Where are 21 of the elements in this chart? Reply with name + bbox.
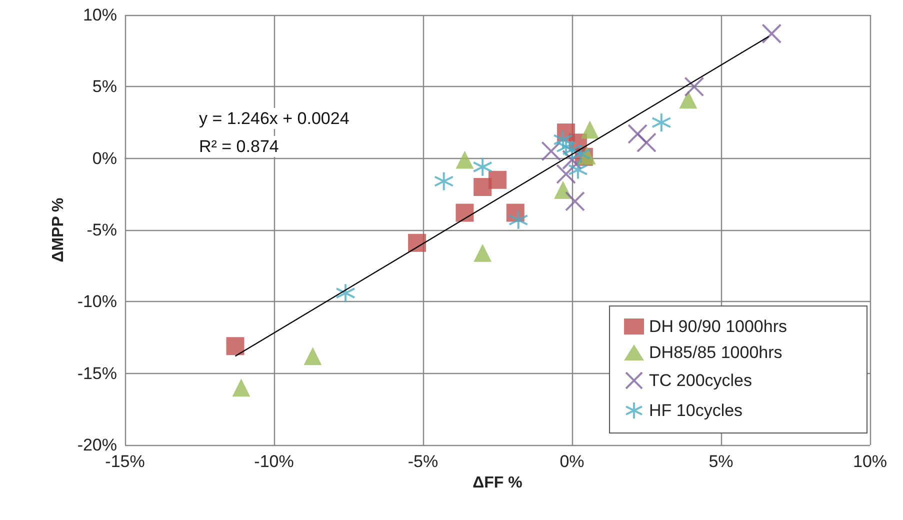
legend-label: HF 10cycles: [649, 401, 743, 420]
y-axis-title: ΔMPP %: [50, 198, 67, 262]
y-tick-label: 0%: [92, 148, 117, 168]
legend-label: TC 200cycles: [649, 371, 752, 390]
legend-label: DH85/85 1000hrs: [649, 343, 782, 362]
y-tick-label: 10%: [82, 6, 117, 24]
x-axis-title: ΔFF %: [472, 474, 522, 492]
annotation: R² = 0.874: [199, 137, 279, 156]
y-tick-label: -5%: [86, 220, 117, 240]
x-tick-label: -10%: [254, 452, 294, 471]
annotation: y = 1.246x + 0.0024: [199, 109, 350, 128]
x-tick-label: -15%: [105, 452, 145, 471]
y-tick-label: 5%: [92, 77, 117, 96]
y-tick-label: -10%: [77, 292, 117, 312]
y-tick-label: -20%: [77, 436, 117, 454]
x-tick-label: 5%: [708, 452, 734, 471]
legend-label: DH 90/90 1000hrs: [649, 317, 788, 336]
x-tick-label: 0%: [560, 452, 584, 471]
x-tick-label: -5%: [408, 452, 438, 471]
x-tick-label: 10%: [852, 452, 888, 471]
y-tick-label: -15%: [77, 364, 117, 383]
